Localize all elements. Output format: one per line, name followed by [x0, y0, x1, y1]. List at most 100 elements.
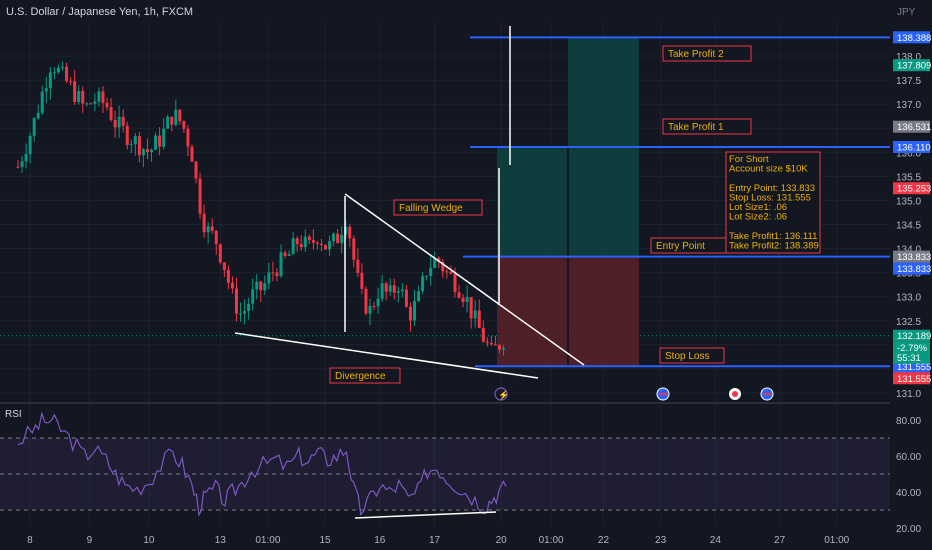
candle-body	[502, 348, 506, 350]
time-tick: 23	[655, 535, 667, 546]
flash-icon	[494, 387, 508, 401]
price-tick: 138.0	[896, 52, 921, 63]
target-zone-2	[568, 37, 639, 147]
candle-body	[32, 118, 36, 136]
candle-body	[291, 238, 295, 255]
candle-body	[453, 273, 457, 293]
candle-body	[388, 285, 392, 292]
candle-body	[433, 257, 437, 268]
candle-body	[247, 303, 251, 312]
price-badge	[893, 59, 930, 72]
candle-body	[230, 282, 234, 289]
candle-body	[97, 91, 101, 102]
time-tick: 01:00	[824, 535, 849, 546]
candle-body	[56, 67, 60, 73]
candle-body	[404, 289, 408, 307]
candle-body	[150, 149, 154, 153]
rsi-label: RSI	[5, 409, 22, 420]
wedge-upper-line	[344, 193, 585, 366]
time-tick: 20	[496, 535, 508, 546]
symbol-title: U.S. Dollar / Japanese Yen, 1h, FXCM	[6, 6, 193, 18]
candle-body	[303, 236, 307, 248]
wedge-lower-line	[234, 332, 539, 379]
candle-body	[210, 226, 214, 231]
time-tick: 17	[429, 535, 441, 546]
candle-body	[493, 344, 497, 346]
info-box-line: Lot Size2: .06	[729, 212, 787, 223]
price-tick: 136.0	[896, 148, 921, 159]
candle-body	[198, 178, 202, 214]
time-tick: 01:00	[255, 535, 280, 546]
candle-body	[36, 112, 40, 119]
candle-body	[141, 149, 145, 156]
candle-body	[408, 306, 412, 321]
candle-body	[174, 109, 178, 125]
candle-body	[481, 327, 485, 342]
candle-body	[437, 257, 441, 262]
candle-body	[477, 310, 481, 328]
price-tick: 131.0	[896, 389, 921, 400]
candle-body	[166, 116, 170, 129]
candle-body	[186, 128, 190, 147]
price-badge	[893, 262, 930, 275]
candle-body	[263, 283, 267, 291]
rsi-tick: 80.00	[896, 416, 921, 427]
falling-wedge-label: Falling Wedge	[399, 203, 463, 214]
candle-body	[392, 285, 396, 293]
rsi-band-fill	[0, 438, 890, 510]
candle-body	[190, 146, 194, 162]
candle-body	[44, 88, 48, 92]
candle-body	[372, 305, 376, 307]
candle-body	[429, 267, 433, 276]
candle-body	[133, 136, 137, 145]
candle-body	[243, 311, 247, 314]
event-icons[interactable]: ⚡	[494, 387, 774, 401]
candle-body	[202, 213, 206, 233]
candle-body	[457, 292, 461, 298]
time-tick: 15	[319, 535, 331, 546]
candle-body	[360, 272, 364, 289]
candle-body	[441, 261, 445, 272]
candle-body	[214, 230, 218, 245]
candle-body	[24, 154, 28, 162]
candle-body	[469, 297, 473, 319]
price-tick: 132.5	[896, 317, 921, 328]
time-tick: 10	[143, 535, 155, 546]
candle-body	[255, 281, 259, 290]
rsi-tick: 40.00	[896, 488, 921, 499]
info-box-line: Entry Point: 133.833	[729, 183, 815, 194]
candle-body	[380, 283, 384, 299]
candle-body	[425, 275, 429, 277]
time-tick: 24	[710, 535, 722, 546]
time-tick: 9	[87, 535, 93, 546]
candle-body	[121, 116, 125, 126]
candle-body	[417, 291, 421, 302]
candle-body	[239, 313, 243, 315]
candle-body	[340, 234, 344, 244]
candle-body	[315, 242, 319, 244]
candle-body	[251, 289, 255, 304]
time-tick: 27	[774, 535, 786, 546]
candle-body	[81, 91, 85, 104]
rsi-line	[17, 411, 507, 517]
candle-body	[485, 341, 489, 343]
candle-body	[85, 103, 89, 105]
candle-body	[40, 91, 44, 113]
candle-body	[275, 272, 279, 276]
drawing-lines	[234, 26, 890, 379]
candle-body	[307, 236, 311, 240]
position-boxes	[497, 37, 639, 367]
price-tick: 135.0	[896, 196, 921, 207]
price-badge-text: 133.833	[897, 264, 931, 275]
candle-body	[497, 345, 501, 350]
candle-body	[16, 166, 20, 168]
price-badge-text: 136.110	[897, 142, 931, 153]
price-badge-text: 131.555	[897, 362, 931, 373]
divergence-label: Divergence	[335, 371, 386, 382]
price-tick: 135.5	[896, 172, 921, 183]
info-box-line: Account size $10K	[729, 164, 808, 175]
entry-point-label: Entry Point	[656, 241, 705, 252]
candle-body	[206, 226, 210, 233]
time-tick: 01:00	[539, 535, 564, 546]
